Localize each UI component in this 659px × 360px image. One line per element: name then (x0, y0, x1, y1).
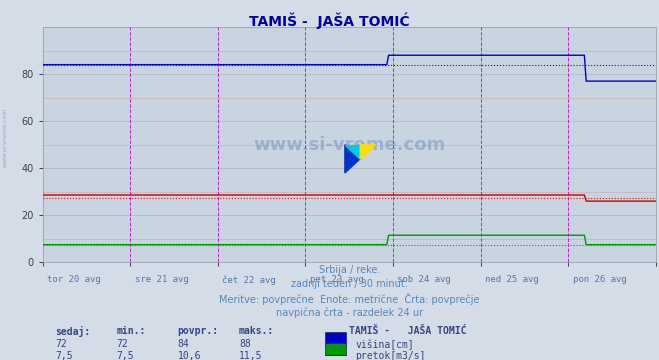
Text: Srbija / reke.: Srbija / reke. (318, 265, 380, 275)
Bar (325, 332, 346, 345)
Polygon shape (360, 145, 376, 159)
Text: višina[cm]: višina[cm] (355, 339, 414, 350)
Text: TAMIŠ -  JAŠA TOMIĆ: TAMIŠ - JAŠA TOMIĆ (249, 13, 410, 29)
Text: zadnji teden / 30 minut.: zadnji teden / 30 minut. (291, 279, 408, 289)
Text: 7,5: 7,5 (117, 351, 134, 360)
Text: 88: 88 (239, 339, 250, 350)
Text: min.:: min.: (117, 326, 146, 336)
Text: sob 24 avg: sob 24 avg (397, 275, 451, 284)
Bar (325, 343, 346, 356)
Text: 72: 72 (55, 339, 67, 350)
Text: TAMIŠ -   JAŠA TOMIĆ: TAMIŠ - JAŠA TOMIĆ (349, 326, 467, 336)
Text: pretok[m3/s]: pretok[m3/s] (355, 351, 426, 360)
Text: povpr.:: povpr.: (178, 326, 219, 336)
Text: 72: 72 (117, 339, 128, 350)
Text: 11,5: 11,5 (239, 351, 262, 360)
Polygon shape (345, 145, 360, 159)
Text: www.si-vreme.com: www.si-vreme.com (3, 107, 8, 167)
Text: ned 25 avg: ned 25 avg (485, 275, 538, 284)
Text: 10,6: 10,6 (178, 351, 201, 360)
Text: sedaj:: sedaj: (55, 326, 90, 337)
Text: tor 20 avg: tor 20 avg (47, 275, 101, 284)
Text: pon 26 avg: pon 26 avg (573, 275, 626, 284)
Text: 84: 84 (178, 339, 189, 350)
Text: navpična črta - razdelek 24 ur: navpična črta - razdelek 24 ur (275, 307, 423, 318)
Text: www.si-vreme.com: www.si-vreme.com (253, 136, 445, 154)
Text: Meritve: povprečne  Enote: metrične  Črta: povprečje: Meritve: povprečne Enote: metrične Črta:… (219, 293, 480, 305)
Text: maks.:: maks.: (239, 326, 274, 336)
Bar (325, 355, 346, 360)
Text: čet 22 avg: čet 22 avg (222, 275, 276, 285)
Text: 7,5: 7,5 (55, 351, 72, 360)
Polygon shape (345, 145, 360, 173)
Text: sre 21 avg: sre 21 avg (134, 275, 188, 284)
Text: pet 23 avg: pet 23 avg (310, 275, 364, 284)
